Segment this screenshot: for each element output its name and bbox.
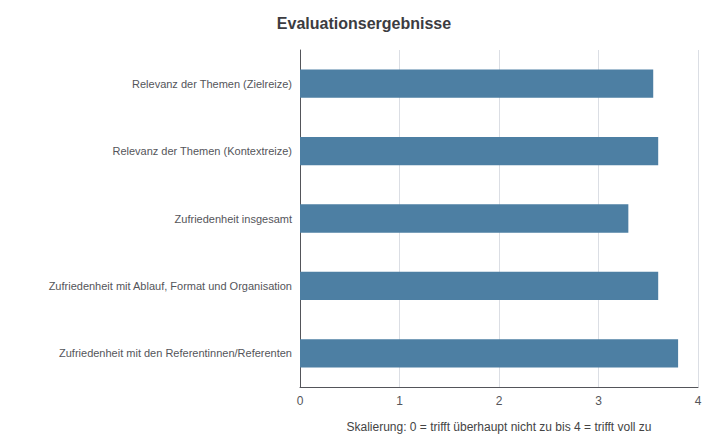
svg-text:1: 1 [396,394,403,408]
svg-text:Evaluationsergebnisse: Evaluationsergebnisse [277,15,451,32]
svg-text:Relevanz der Themen (Kontextre: Relevanz der Themen (Kontextreize) [112,145,292,157]
svg-text:Zufriedenheit insgesamt: Zufriedenheit insgesamt [175,213,292,225]
svg-text:Zufriedenheit mit den Referent: Zufriedenheit mit den Referentinnen/Refe… [59,347,292,359]
svg-text:2: 2 [496,394,503,408]
svg-text:4: 4 [695,394,702,408]
svg-text:Skalierung: 0 = trifft überhau: Skalierung: 0 = trifft überhaupt nicht z… [346,420,651,434]
svg-text:0: 0 [297,394,304,408]
svg-text:Zufriedenheit mit Ablauf, Form: Zufriedenheit mit Ablauf, Format und Org… [49,280,292,292]
svg-text:3: 3 [595,394,602,408]
svg-text:Relevanz der Themen (Zielreize: Relevanz der Themen (Zielreize) [132,78,292,90]
